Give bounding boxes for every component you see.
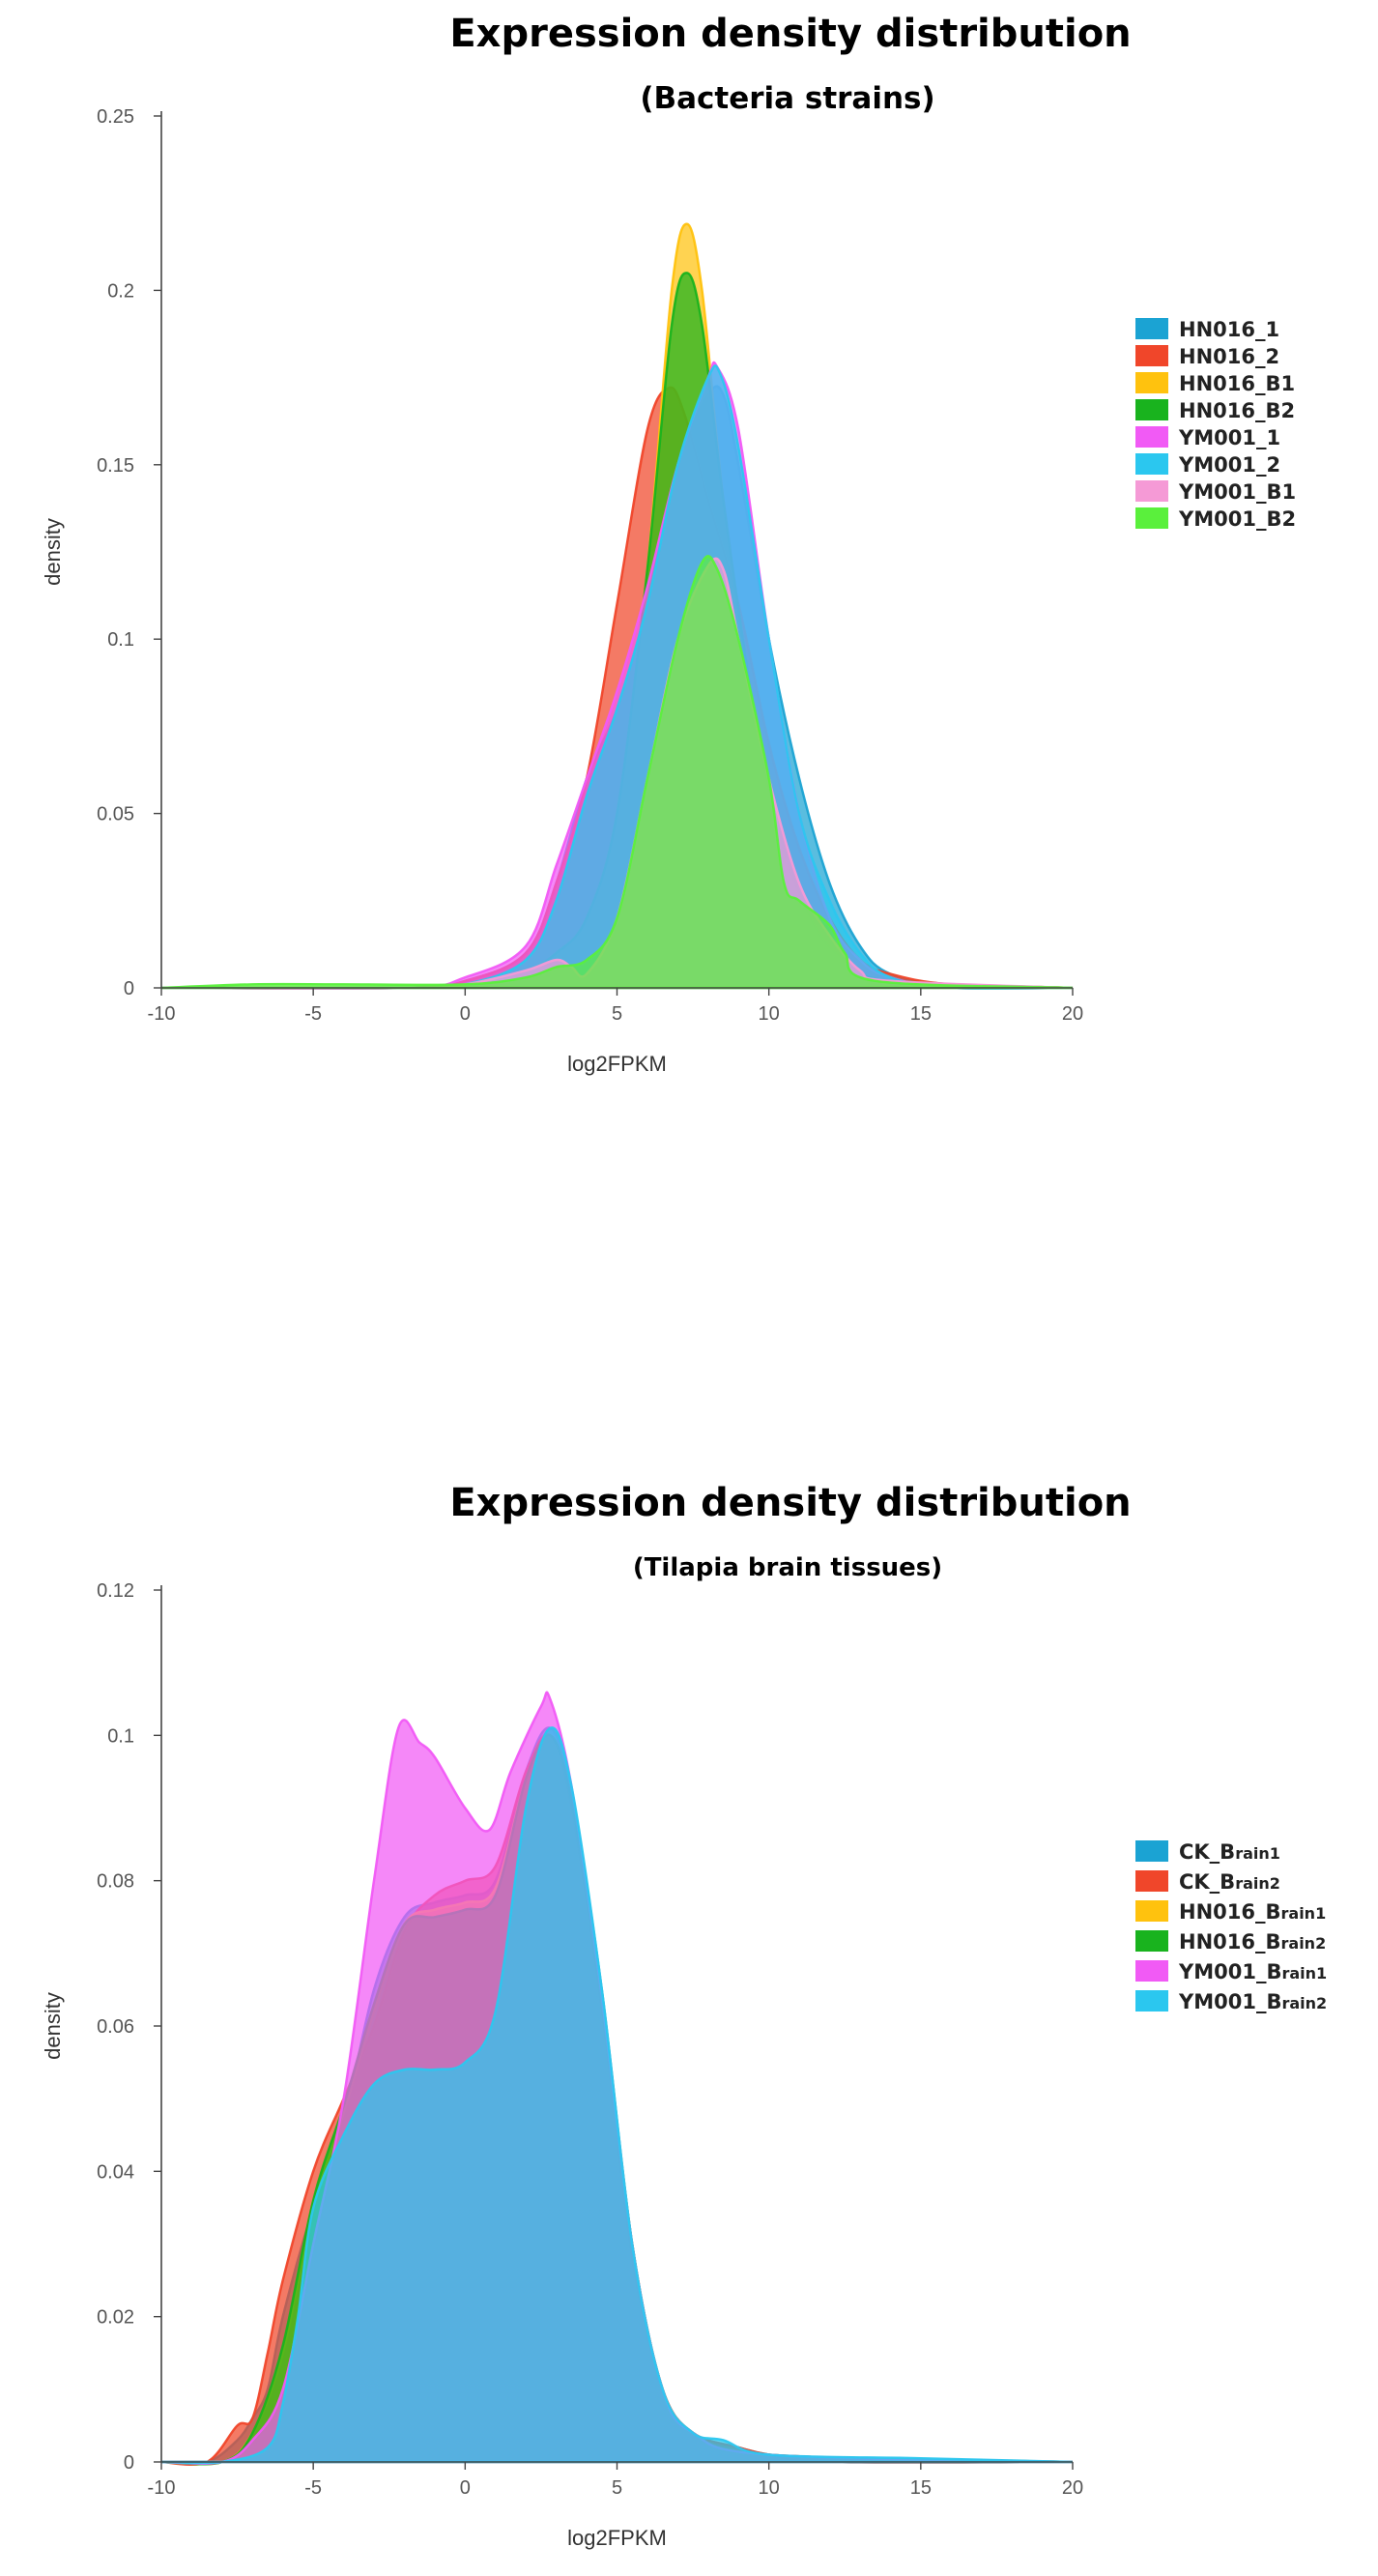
density-chart-bacteria: Expression density distribution (Bacteria… [0, 0, 1378, 1112]
legend-swatch[interactable] [1135, 1960, 1168, 1982]
legend-swatch[interactable] [1135, 453, 1168, 475]
chart-subtitle: (Bacteria strains) [640, 81, 934, 116]
chart-subtitle: (Tilapia brain tissues) [633, 1553, 942, 1582]
legend-label[interactable]: HN016_B1 [1179, 372, 1295, 395]
y-tick-label: 0.12 [97, 1580, 134, 1602]
legend-label[interactable]: CK_Brain1 [1179, 1840, 1280, 1864]
x-tick-label: 0 [460, 2477, 471, 2499]
legend-swatch[interactable] [1135, 1840, 1168, 1862]
chart-svg-bacteria: Expression density distribution (Bacteria… [41, 12, 1296, 1076]
y-tick-label: 0.06 [97, 2016, 134, 2038]
density-chart-tilapia: Expression density distribution (Tilapia … [0, 1469, 1378, 2576]
legend-label[interactable]: YM001_B2 [1178, 507, 1296, 531]
x-tick-label: -10 [148, 2477, 176, 2499]
series-area-ym001-b2 [160, 555, 1074, 990]
y-tick-label: 0.02 [97, 2307, 134, 2329]
y-axis-label: density [41, 1992, 65, 2060]
legend-swatch[interactable] [1135, 318, 1168, 339]
legend-swatch[interactable] [1135, 1870, 1168, 1892]
y-tick-label: 0.08 [97, 1871, 134, 1893]
legend-swatch[interactable] [1135, 372, 1168, 393]
legend-label[interactable]: HN016_1 [1179, 318, 1279, 341]
x-tick-label: 10 [759, 2477, 780, 2499]
legend-label[interactable]: YM001_2 [1178, 453, 1280, 477]
chart-svg-tilapia: Expression density distribution (Tilapia … [41, 1481, 1327, 2550]
x-tick-label: 5 [612, 2477, 622, 2499]
legend-swatch[interactable] [1135, 507, 1168, 529]
x-tick-label: 5 [612, 1003, 622, 1025]
legend-swatch[interactable] [1135, 1900, 1168, 1922]
x-axis-label: log2FPKM [567, 1052, 667, 1076]
legend-label[interactable]: HN016_Brain1 [1179, 1900, 1326, 1924]
x-tick-label: 15 [910, 2477, 932, 2499]
legend-swatch[interactable] [1135, 345, 1168, 366]
y-tick-label: 0.1 [107, 1725, 134, 1747]
legend-label[interactable]: CK_Brain2 [1179, 1870, 1280, 1894]
y-tick-label: 0.2 [107, 280, 134, 302]
legend-label[interactable]: YM001_1 [1178, 426, 1280, 449]
y-tick-label: 0.05 [97, 804, 134, 825]
legend-label[interactable]: YM001_Brain1 [1178, 1960, 1327, 1983]
x-axis-label: log2FPKM [567, 2526, 667, 2550]
legend-label[interactable]: HN016_2 [1179, 345, 1279, 368]
x-tick-label: 10 [759, 1003, 780, 1025]
legend-label[interactable]: YM001_B1 [1178, 480, 1296, 504]
x-tick-label: 20 [1062, 1003, 1083, 1025]
y-tick-label: 0.25 [97, 106, 134, 128]
series-area-ym001-2 [160, 364, 1074, 991]
x-tick-label: 0 [460, 1003, 471, 1025]
y-tick-label: 0 [124, 2452, 134, 2474]
legend-swatch[interactable] [1135, 1990, 1168, 2012]
legend-label[interactable]: YM001_Brain2 [1178, 1990, 1327, 2013]
y-tick-label: 0.15 [97, 455, 134, 477]
x-tick-label: 20 [1062, 2477, 1083, 2499]
series-area-ym001-brain2 [160, 1726, 1074, 2465]
x-tick-label: -5 [304, 1003, 322, 1025]
chart-title: Expression density distribution [449, 1481, 1131, 1525]
x-tick-label: 15 [910, 1003, 932, 1025]
x-tick-label: -10 [148, 1003, 176, 1025]
y-axis-label: density [41, 518, 65, 586]
chart-title: Expression density distribution [449, 12, 1131, 56]
y-tick-label: 0 [124, 978, 134, 999]
x-tick-label: -5 [304, 2477, 322, 2499]
legend-swatch[interactable] [1135, 426, 1168, 448]
legend-label[interactable]: HN016_B2 [1179, 399, 1295, 422]
legend-swatch[interactable] [1135, 1930, 1168, 1952]
legend-swatch[interactable] [1135, 480, 1168, 502]
legend-swatch[interactable] [1135, 399, 1168, 420]
y-tick-label: 0.1 [107, 629, 134, 651]
y-tick-label: 0.04 [97, 2161, 134, 2183]
legend-label[interactable]: HN016_Brain2 [1179, 1930, 1326, 1954]
